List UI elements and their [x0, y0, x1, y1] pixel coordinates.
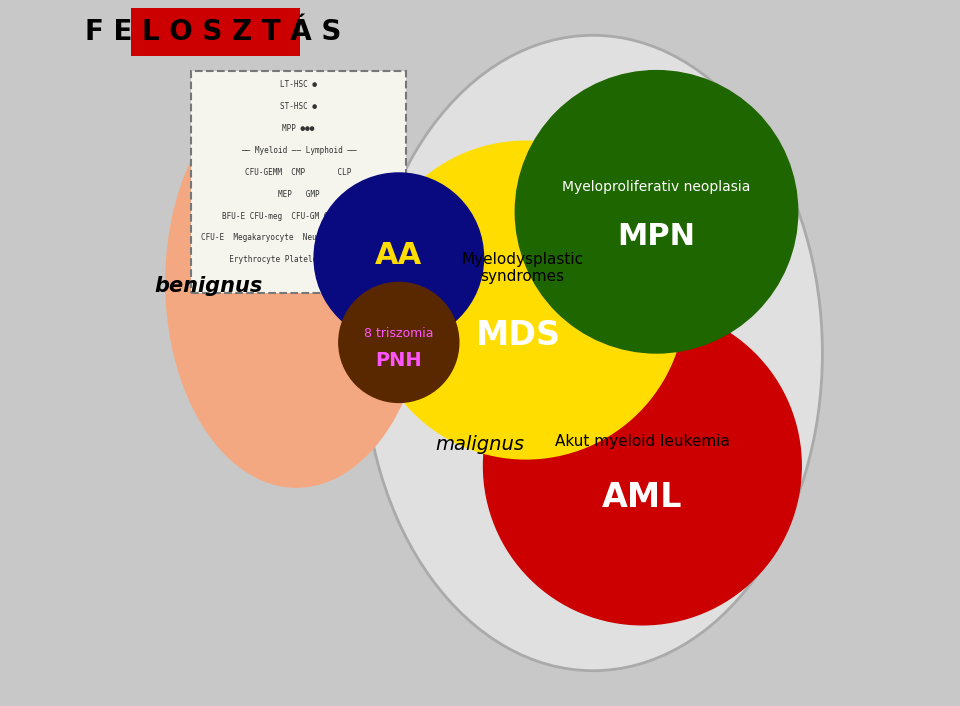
Text: CFU-GEMM  CMP       CLP: CFU-GEMM CMP CLP [246, 168, 351, 176]
Text: 8 triszomia: 8 triszomia [364, 327, 434, 340]
Ellipse shape [364, 35, 823, 671]
Circle shape [367, 141, 684, 459]
Circle shape [516, 71, 798, 353]
Text: F E L O S Z T Á S: F E L O S Z T Á S [84, 18, 342, 47]
Text: AA: AA [375, 241, 422, 270]
Text: AML: AML [602, 481, 683, 514]
FancyBboxPatch shape [131, 8, 300, 56]
Text: Myelodysplastic
syndromes: Myelodysplastic syndromes [462, 252, 584, 285]
Text: MPN: MPN [617, 222, 695, 251]
Text: MPP ●●●: MPP ●●● [282, 124, 315, 133]
Text: CFU-E  Megakaryocyte  Neutrophil  Basophil: CFU-E Megakaryocyte Neutrophil Basophil [202, 234, 396, 242]
Text: BFU-E CFU-meg  CFU-GM CFU-G CFU-M: BFU-E CFU-meg CFU-GM CFU-G CFU-M [223, 212, 374, 220]
Circle shape [339, 282, 459, 402]
Text: Akut myeloid leukemia: Akut myeloid leukemia [555, 433, 730, 449]
Text: ST-HSC ●: ST-HSC ● [280, 102, 317, 111]
Circle shape [484, 307, 802, 625]
Text: LT-HSC ●: LT-HSC ● [280, 80, 317, 89]
FancyBboxPatch shape [190, 71, 406, 293]
Text: Myeloproliferativ neoplasia: Myeloproliferativ neoplasia [563, 180, 751, 194]
Text: MDS: MDS [476, 319, 562, 352]
Text: MEP   GMP: MEP GMP [277, 190, 320, 198]
Text: Erythrocyte Platelet  Macrophage: Erythrocyte Platelet Macrophage [220, 256, 377, 264]
Circle shape [314, 173, 484, 342]
Text: ── Myeloid ── Lymphoid ──: ── Myeloid ── Lymphoid ── [241, 146, 356, 155]
Text: PNH: PNH [375, 351, 422, 369]
Ellipse shape [166, 78, 427, 487]
Text: benignus: benignus [154, 276, 262, 296]
Text: malignus: malignus [436, 436, 524, 454]
